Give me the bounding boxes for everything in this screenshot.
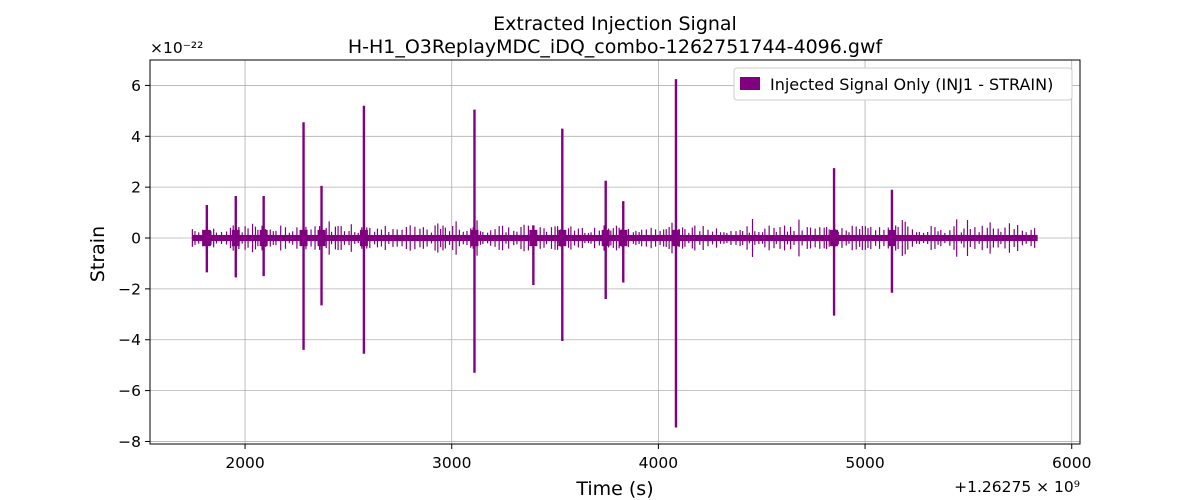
x-tick-label: 6000 bbox=[1052, 454, 1091, 472]
y-tick-label: 4 bbox=[131, 128, 141, 146]
signal-spike-base bbox=[359, 229, 368, 247]
y-tick-label: −2 bbox=[118, 280, 141, 298]
signal-spike-base bbox=[470, 229, 479, 247]
x-ticks: 2000 3000 4000 5000 6000 bbox=[225, 444, 1091, 472]
signal-baseline-band bbox=[192, 234, 1038, 242]
plot-frame bbox=[149, 59, 1081, 445]
signal-spike-base bbox=[299, 229, 308, 247]
signal-spike-base bbox=[671, 229, 680, 247]
x-tick-label: 5000 bbox=[845, 454, 884, 472]
x-offset-label: +1.26275 × 10⁹ bbox=[954, 478, 1080, 496]
x-axis-label: Time (s) bbox=[575, 478, 653, 500]
y-tick-label: −8 bbox=[118, 433, 141, 451]
signal-spike-base bbox=[317, 229, 326, 247]
signal-series bbox=[191, 79, 1038, 428]
x-tick-label: 4000 bbox=[639, 454, 678, 472]
y-axis-label: Strain bbox=[87, 226, 109, 282]
y-tick-label: −6 bbox=[118, 382, 141, 400]
y-tick-label: 0 bbox=[131, 230, 141, 248]
chart-subtitle: H-H1_O3ReplayMDC_iDQ_combo-1262751744-40… bbox=[348, 36, 884, 58]
y-scale-label: ×10⁻²² bbox=[150, 39, 203, 57]
signal-spike-base bbox=[887, 229, 896, 247]
chart-title: Extracted Injection Signal bbox=[493, 13, 737, 35]
x-tick-label: 3000 bbox=[432, 454, 471, 472]
signal-spike-base bbox=[830, 229, 839, 247]
signal-spike-base bbox=[202, 229, 211, 247]
x-tick-label: 2000 bbox=[225, 454, 264, 472]
legend-entry: Injected Signal Only (INJ1 - STRAIN) bbox=[770, 75, 1053, 94]
plot-area bbox=[150, 60, 1080, 444]
legend-swatch bbox=[740, 77, 760, 90]
signal-spike-base bbox=[619, 229, 628, 247]
legend: Injected Signal Only (INJ1 - STRAIN) bbox=[733, 67, 1073, 101]
signal-spike-base bbox=[529, 229, 538, 247]
signal-spike-base bbox=[259, 229, 268, 247]
legend-box bbox=[733, 67, 1073, 101]
y-ticks: −8 −6 −4 −2 0 2 4 6 bbox=[118, 77, 150, 451]
y-tick-label: −4 bbox=[118, 331, 141, 349]
signal-spike-base bbox=[231, 229, 240, 247]
y-tick-label: 6 bbox=[131, 77, 141, 95]
signal-spike-base bbox=[601, 229, 610, 247]
signal-spike-base bbox=[558, 229, 567, 247]
y-tick-label: 2 bbox=[131, 179, 141, 197]
